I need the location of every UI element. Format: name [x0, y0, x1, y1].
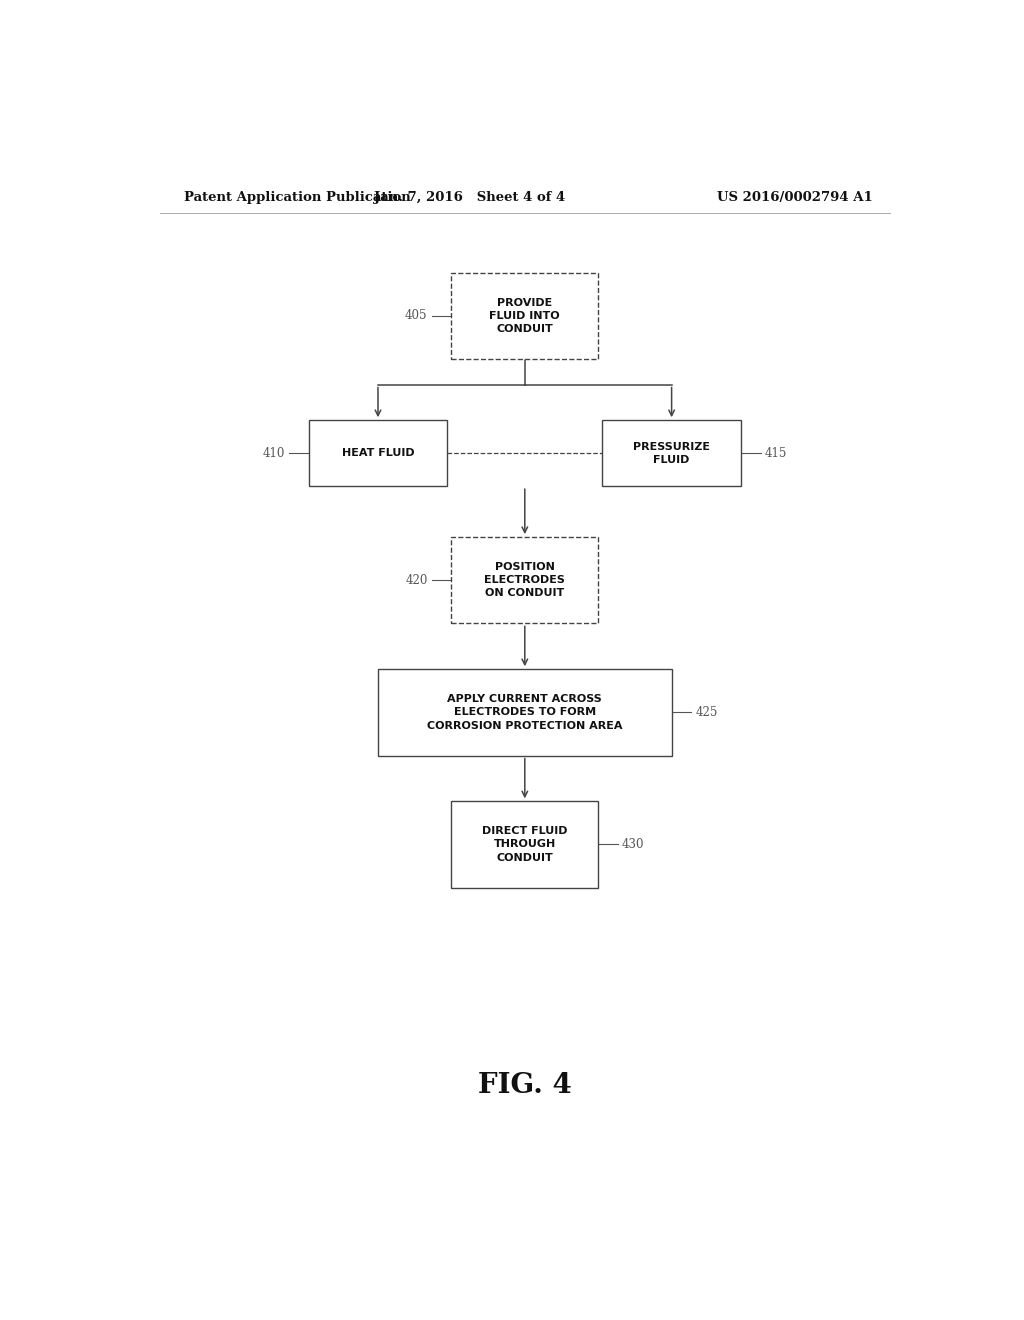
Text: PROVIDE
FLUID INTO
CONDUIT: PROVIDE FLUID INTO CONDUIT	[489, 298, 560, 334]
Text: PRESSURIZE
FLUID: PRESSURIZE FLUID	[633, 442, 710, 465]
Text: 425: 425	[695, 706, 718, 719]
Text: 430: 430	[622, 838, 644, 851]
Text: US 2016/0002794 A1: US 2016/0002794 A1	[717, 190, 872, 203]
FancyBboxPatch shape	[452, 801, 598, 887]
FancyBboxPatch shape	[308, 420, 447, 486]
Text: Jan. 7, 2016   Sheet 4 of 4: Jan. 7, 2016 Sheet 4 of 4	[374, 190, 565, 203]
Text: 405: 405	[406, 309, 428, 322]
Text: 410: 410	[262, 446, 285, 459]
Text: 415: 415	[765, 446, 787, 459]
Text: FIG. 4: FIG. 4	[478, 1072, 571, 1098]
Text: HEAT FLUID: HEAT FLUID	[342, 449, 415, 458]
Text: 420: 420	[406, 574, 428, 586]
Text: Patent Application Publication: Patent Application Publication	[183, 190, 411, 203]
FancyBboxPatch shape	[602, 420, 741, 486]
FancyBboxPatch shape	[452, 537, 598, 623]
Text: POSITION
ELECTRODES
ON CONDUIT: POSITION ELECTRODES ON CONDUIT	[484, 562, 565, 598]
Text: DIRECT FLUID
THROUGH
CONDUIT: DIRECT FLUID THROUGH CONDUIT	[482, 826, 567, 863]
FancyBboxPatch shape	[378, 669, 672, 755]
FancyBboxPatch shape	[452, 273, 598, 359]
Text: APPLY CURRENT ACROSS
ELECTRODES TO FORM
CORROSION PROTECTION AREA: APPLY CURRENT ACROSS ELECTRODES TO FORM …	[427, 694, 623, 730]
